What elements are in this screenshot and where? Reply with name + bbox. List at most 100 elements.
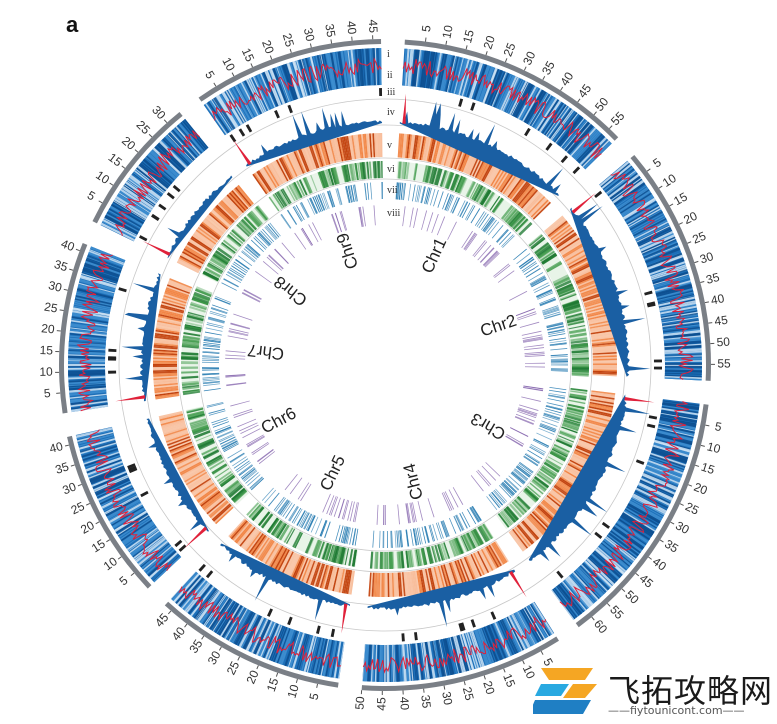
tick-mark (659, 186, 662, 188)
tick-label: 35 (52, 257, 69, 274)
blue-mark (529, 447, 544, 456)
track-iii-marker (287, 617, 292, 625)
purple-mark (383, 505, 384, 525)
tick-label: 30 (673, 518, 692, 537)
tick-mark (636, 573, 639, 576)
blue-mark (456, 515, 464, 531)
tick-mark (65, 445, 69, 446)
track-iii-marker (108, 371, 116, 374)
tick-mark (238, 657, 240, 661)
track-iii-marker (140, 491, 148, 497)
tick-mark (71, 465, 75, 466)
tick-mark (680, 504, 684, 506)
orange-cell (153, 364, 177, 366)
track-iii-marker (139, 235, 147, 241)
track-label: iv (387, 107, 395, 118)
track-iii-marker (158, 204, 166, 211)
track-iii-marker (458, 98, 463, 106)
purple-mark (374, 205, 376, 225)
purple-mark (237, 419, 256, 427)
track-iii-marker (414, 632, 418, 640)
purple-mark (437, 216, 445, 235)
track-iii-marker (229, 134, 236, 142)
blue-mark (307, 515, 315, 531)
tick-mark (296, 679, 297, 683)
purple-mark (442, 493, 451, 512)
tick-label: 15 (39, 343, 53, 358)
chromosome-label: Chr9 (333, 231, 362, 272)
purple-mark (294, 233, 306, 250)
purple-mark (485, 462, 500, 476)
tick-label: 5 (650, 155, 664, 170)
purple-mark (225, 358, 245, 360)
tick-label: 10 (439, 24, 455, 40)
tick-label: 20 (41, 321, 56, 336)
track-iii-marker (198, 564, 205, 572)
purple-mark (225, 355, 245, 357)
tick-mark (106, 540, 109, 542)
blue-mark (279, 501, 289, 515)
tick-label: 15 (239, 46, 257, 64)
blue-mark (534, 438, 550, 446)
blue-mark (412, 184, 416, 201)
track-iii-marker (556, 571, 563, 579)
blue-mark (202, 358, 219, 359)
tick-mark (622, 589, 625, 592)
track-label: viii (387, 208, 401, 219)
purple-mark (246, 434, 264, 445)
tick-label: 20 (244, 668, 262, 686)
blue-mark (519, 257, 533, 268)
purple-mark (230, 323, 250, 329)
blue-mark (415, 185, 419, 202)
blue-mark (202, 369, 219, 370)
tick-mark (504, 669, 505, 673)
tick-label: 40 (710, 291, 726, 307)
purple-mark (242, 428, 260, 438)
tick-label: 15 (106, 150, 125, 169)
blue-mark (280, 214, 290, 228)
purple-mark (465, 234, 477, 251)
red-spike (341, 604, 347, 634)
purple-mark (421, 210, 427, 230)
tick-label: 5 (306, 691, 321, 701)
blue-mark (242, 469, 256, 480)
track-iii-marker (573, 166, 581, 174)
purple-mark (322, 494, 331, 513)
tick-mark (290, 49, 291, 53)
tick-label: 25 (43, 299, 59, 315)
purple-mark (427, 212, 434, 231)
track-iii-marker (274, 110, 280, 118)
track-iii-marker (118, 287, 126, 292)
blue-mark (230, 453, 245, 463)
tick-mark (270, 56, 271, 60)
purple-mark (308, 224, 318, 242)
watermark-url: ——fiytounicont.com—— (608, 704, 745, 717)
track-iii-marker (108, 358, 116, 361)
tick-label: 15 (89, 536, 108, 555)
purple-mark (377, 505, 379, 525)
chromosome-label: Chr6 (258, 403, 299, 437)
purple-mark (298, 482, 310, 499)
tick-label: 40 (650, 554, 669, 573)
blue-mark (445, 194, 452, 210)
red-spike (624, 397, 654, 402)
tick-mark (96, 522, 100, 524)
blue-mark (408, 184, 411, 201)
purple-mark (520, 322, 539, 328)
tick-label: 25 (690, 229, 708, 247)
tick-label: 10 (706, 439, 723, 456)
green-mark (572, 361, 589, 363)
tick-mark (78, 484, 82, 485)
tick-label: 50 (592, 94, 612, 113)
blue-mark (372, 531, 374, 548)
tick-mark (687, 242, 691, 243)
guide-ring (199, 179, 571, 551)
blue-mark (548, 398, 565, 402)
blue-mark (300, 512, 309, 527)
blue-mark (490, 493, 501, 507)
purple-mark (409, 207, 413, 227)
blue-mark (379, 531, 380, 548)
tick-label: 30 (205, 648, 224, 667)
chromosome-label: Chr4 (399, 461, 426, 501)
tick-label: 50 (622, 587, 642, 607)
